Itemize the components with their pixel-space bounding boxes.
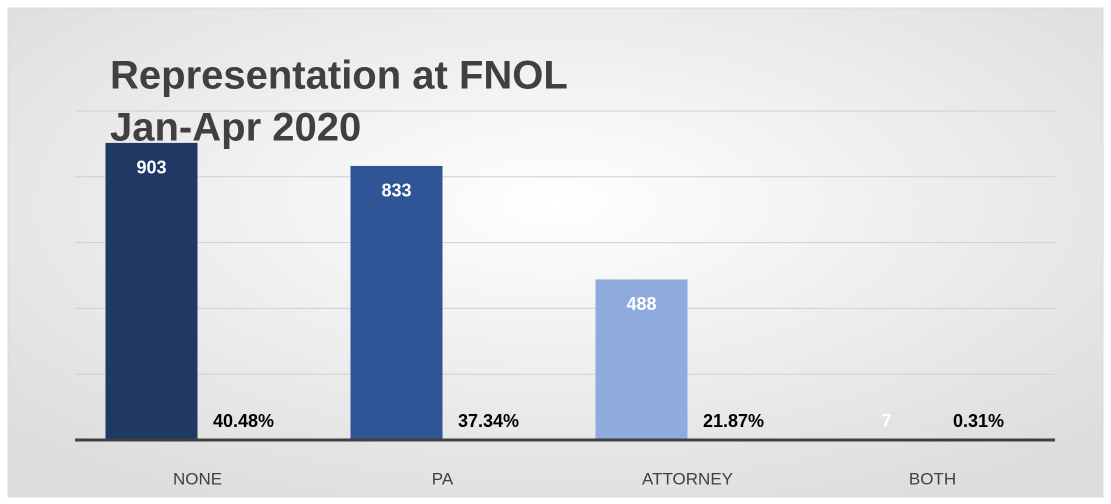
bar	[350, 165, 443, 440]
percent-label: 21.87%	[703, 411, 764, 431]
bar	[105, 142, 198, 440]
bar	[595, 279, 688, 440]
x-tick-label: BOTH	[909, 469, 956, 488]
grid	[75, 110, 1055, 375]
data-label: 903	[136, 158, 166, 178]
chart-subtitle: Jan-Apr 2020	[110, 106, 361, 150]
percent-label: 37.34%	[458, 411, 519, 431]
data-label: 833	[381, 181, 411, 201]
x-tick-label: ATTORNEY	[642, 469, 733, 488]
data-label: 488	[626, 294, 656, 314]
x-tick-label: NONE	[173, 469, 222, 488]
percent-label: 40.48%	[213, 411, 274, 431]
chart-title: Representation at FNOL	[110, 54, 568, 98]
data-label: 7	[881, 411, 891, 431]
marks: NONE 903 40.48% PA 833 37.34% ATTORNEY 488 21.87…	[75, 142, 1055, 488]
percent-label: 0.31%	[953, 411, 1004, 431]
x-tick-label: PA	[432, 469, 454, 488]
